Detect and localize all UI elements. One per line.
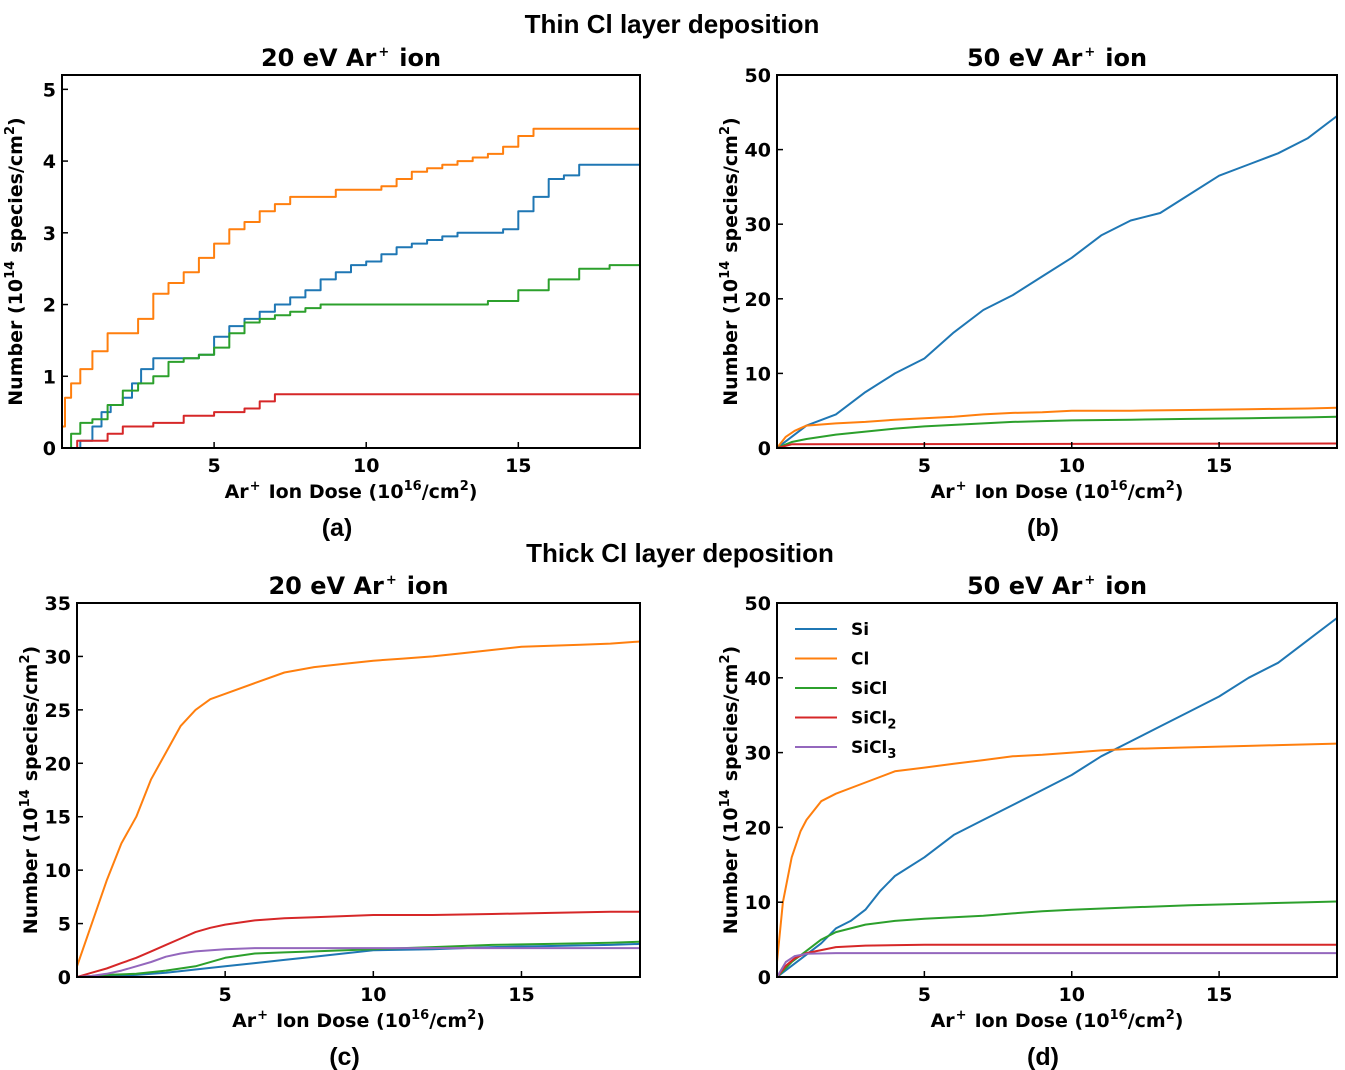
y-tick-label: 50 [745,593,771,615]
series-sicl2-line [777,943,1337,977]
panel-title: 50 eV Ar + ion [967,572,1147,600]
y-axis-label: Number (1014species/cm2) [718,117,742,405]
y-tick-label: 0 [58,967,71,989]
panel-b: 5 10 15 0 10 20 30 40 50 50 eV Ar + ion Ar+ Ion Dose … [718,44,1338,542]
y-tick-label: 40 [745,140,771,162]
plot-frame [76,602,641,978]
x-tick-label: 5 [918,984,931,1006]
x-tick-label: 10 [360,984,386,1006]
series-sicl2-line [777,442,1337,448]
section-title-thin: Thin Cl layer deposition [525,9,820,39]
legend-label-cl: Cl [851,650,869,670]
y-tick-label: 20 [745,289,771,311]
panel-title: 50 eV Ar + ion [967,44,1147,72]
panel-title: 20 eV Ar + ion [268,572,448,600]
y-tick-label: 1 [43,366,56,388]
series-sicl-line [77,940,640,977]
legend-label-sicl: SiCl [851,679,887,699]
panel-a: 5 10 15 0 1 2 3 4 5 20 eV Ar + ion Ar+ Ion Dose (1016… [3,44,641,542]
x-tick-label: 5 [207,455,220,477]
section-title-thick: Thick Cl layer deposition [526,538,834,568]
series-group [77,640,640,977]
y-tick-label: 0 [758,967,771,989]
series-sicl-line [777,900,1337,977]
y-tick-label: 4 [43,151,56,173]
y-tick-label: 40 [745,668,771,690]
y-axis-label: Number (1014species/cm2) [18,646,42,934]
series-cl-line [777,406,1337,448]
y-tick-label: 10 [745,892,771,914]
x-axis-label: Ar+ Ion Dose (1016/cm2) [931,1008,1184,1032]
y-axis-label: Number (1014species/cm2) [3,117,27,405]
x-tick-label: 10 [353,455,379,477]
panel-label: (d) [1027,1043,1059,1070]
y-tick-label: 10 [45,860,71,882]
panel-label: (c) [329,1043,360,1070]
x-axis-label: Ar+ Ion Dose (1016/cm2) [232,1008,485,1032]
series-sicl2-line [77,910,640,977]
x-tick-label: 15 [505,455,531,477]
panel-label: (a) [322,514,353,542]
panel-c: 5 10 15 0 5 10 15 20 25 30 35 20 eV Ar + ion Ar+ Ion Do… [18,572,641,1070]
y-tick-label: 35 [45,593,71,615]
series-si-line [777,617,1337,977]
plot-frame [776,74,1338,449]
y-tick-label: 25 [45,700,71,722]
x-tick-label: 10 [1059,455,1085,477]
y-tick-label: 5 [58,914,71,936]
panels: 5 10 15 0 1 2 3 4 5 20 eV Ar + ion Ar+ Ion Dose (1016… [3,44,1338,1070]
y-tick-label: 10 [745,363,771,385]
panel-label: (b) [1027,514,1059,542]
series-cl-line [62,127,640,428]
x-tick-label: 15 [508,984,534,1006]
y-tick-label: 30 [745,743,771,765]
y-tick-label: 0 [758,438,771,460]
x-tick-label: 15 [1206,984,1232,1006]
series-si-line [777,115,1337,448]
y-tick-label: 0 [43,438,56,460]
y-tick-label: 30 [745,214,771,236]
y-tick-label: 2 [43,295,56,317]
x-tick-label: 5 [918,455,931,477]
panel-d: 5 10 15 0 10 20 30 40 50 50 eV Ar + ion Ar+ Ion Dose … [718,572,1338,1070]
y-tick-label: 15 [45,807,71,829]
y-tick-label: 30 [45,646,71,668]
y-tick-label: 3 [43,223,56,245]
plot-frame [61,74,641,449]
series-sicl-line [62,264,640,448]
series-si-line [62,163,640,448]
series-si-line [77,942,640,977]
plot-frame [776,602,1338,978]
series-cl-line [777,742,1337,963]
series-group [777,617,1337,977]
legend-label-si: Si [851,620,869,640]
y-axis-label: Number (1014species/cm2) [718,646,742,934]
panel-title: 20 eV Ar + ion [261,44,441,72]
y-tick-label: 20 [745,817,771,839]
legend-label-sicl2: SiCl2 [851,709,896,733]
y-tick-label: 20 [45,753,71,775]
x-axis-label: Ar+ Ion Dose (1016/cm2) [225,479,478,503]
series-sicl3-line [77,947,640,977]
series-cl-line [77,640,640,967]
series-group [62,127,640,448]
series-sicl-line [777,415,1337,448]
x-tick-label: 10 [1059,984,1085,1006]
y-tick-label: 5 [43,79,56,101]
legend-label-sicl3: SiCl3 [851,738,896,762]
series-group [777,115,1337,448]
x-axis-label: Ar+ Ion Dose (1016/cm2) [931,479,1184,503]
y-tick-label: 50 [745,65,771,87]
x-tick-label: 5 [219,984,232,1006]
series-sicl2-line [62,393,640,448]
x-tick-label: 15 [1206,455,1232,477]
series-sicl3-line [777,952,1337,977]
